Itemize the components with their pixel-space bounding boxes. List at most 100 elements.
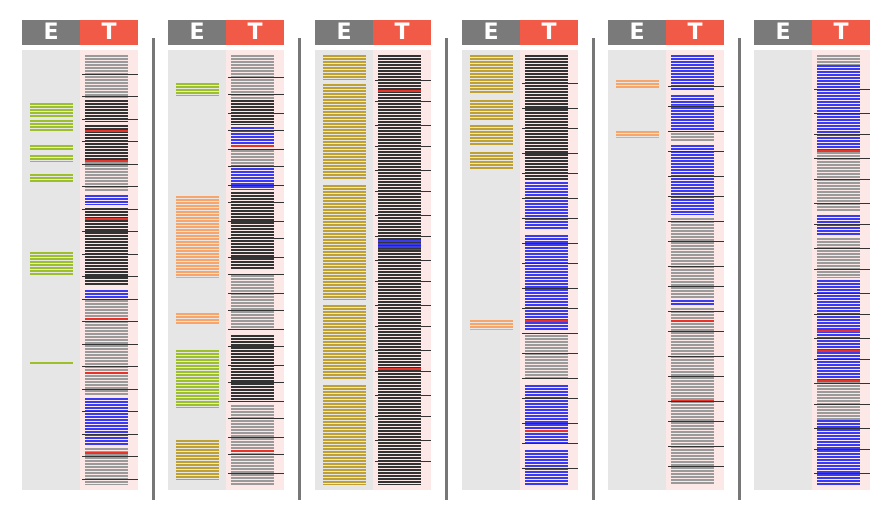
segment-line [228,149,284,150]
t-text-block [817,215,860,235]
segment-line [82,321,138,322]
segment-line [814,314,870,315]
t-text-block [85,100,128,122]
segment-line [375,146,431,147]
segment-line [82,96,138,97]
t-text-block [525,235,568,330]
t-highlight-red [85,218,128,221]
t-text-block [231,192,274,270]
header-e: E [168,20,226,45]
column-e [315,50,373,490]
segment-line [668,266,724,267]
t-text-block [231,127,274,147]
segment-line [668,401,724,402]
segment-line [82,119,138,120]
header-e: E [462,20,520,45]
column-t [226,50,284,490]
segment-line [228,437,284,438]
header-t: T [520,20,578,45]
segment-line [82,456,138,457]
segment-line [668,376,724,377]
panel-divider [738,38,741,500]
e-text-block [470,320,513,330]
t-text-block [671,55,714,90]
segment-line [522,153,578,154]
segment-line [82,141,138,142]
segment-line [814,248,870,249]
segment-line [82,344,138,345]
t-text-block [671,145,714,215]
panel-divider [152,38,155,500]
t-text-block [817,152,860,212]
segment-line [375,395,431,396]
e-text-block [470,125,513,145]
segment-line [228,221,284,222]
segment-line [668,311,724,312]
segment-line [82,479,138,480]
t-text-block [231,275,274,330]
column-t [666,50,724,490]
segment-line [814,89,870,90]
column-e [608,50,666,490]
segment-line [668,176,724,177]
segment-line [522,128,578,129]
t-text-block [231,100,274,125]
segment-line [228,346,284,347]
e-text-block [176,196,219,278]
t-highlight-red [231,145,274,148]
segment-line [814,428,870,429]
segment-line [228,77,284,78]
segment-line [668,286,724,287]
segment-line [522,263,578,264]
segment-line [375,260,431,261]
segment-line [814,179,870,180]
t-text-block [817,238,860,278]
header-t: T [373,20,431,45]
e-text-block [470,55,513,93]
segment-line [228,274,284,275]
segment-line [814,224,870,225]
t-highlight-red [817,350,860,353]
segment-line [375,416,431,417]
t-text-block [231,335,274,400]
segment-line [228,365,284,366]
segment-line [228,185,284,186]
t-highlight-red [378,368,421,371]
header-e: E [22,20,80,45]
segment-line [668,131,724,132]
t-text-block [817,382,860,420]
segment-line [375,440,431,441]
panel-divider [592,38,595,500]
column-t [80,50,138,490]
segment-line [82,411,138,412]
t-text-block [817,65,860,150]
segment-line [375,236,431,237]
t-text-block [671,133,714,142]
e-text-block [176,313,219,325]
segment-line [522,83,578,84]
column-t [373,50,431,490]
segment-line [375,281,431,282]
segment-line [668,241,724,242]
e-text-block [616,131,659,138]
e-text-block [30,174,73,182]
segment-line [375,350,431,351]
header-t: T [812,20,870,45]
header-e: E [315,20,373,45]
t-highlight-red [85,372,128,375]
t-text-block [231,168,274,190]
segment-line [668,221,724,222]
e-text-block [30,145,73,150]
t-highlight-red [85,160,128,163]
segment-line [375,80,431,81]
segment-line [668,446,724,447]
t-text-block [525,385,568,445]
segment-line [228,418,284,419]
segment-line [522,423,578,424]
segment-line [814,113,870,114]
e-text-block [323,55,366,80]
e-text-block [176,350,219,408]
